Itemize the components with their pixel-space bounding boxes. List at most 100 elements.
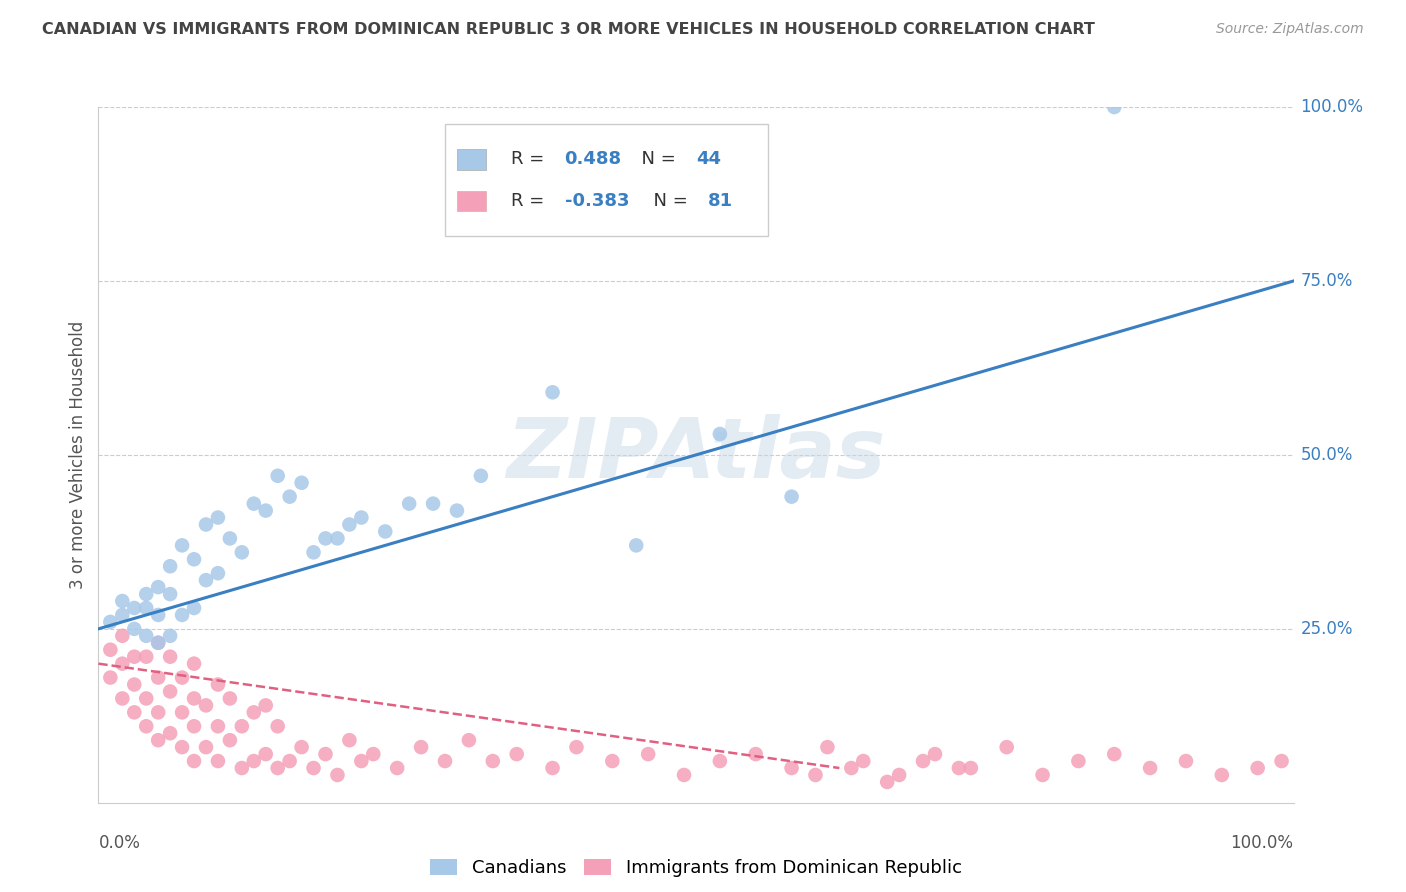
Point xyxy=(231,761,253,775)
Point xyxy=(278,490,301,504)
Point xyxy=(135,719,157,733)
Point xyxy=(302,761,325,775)
FancyBboxPatch shape xyxy=(457,149,485,169)
Point xyxy=(1102,747,1125,761)
Point xyxy=(135,649,157,664)
Point xyxy=(207,719,229,733)
Text: 50.0%: 50.0% xyxy=(1301,446,1353,464)
Point xyxy=(159,684,181,698)
Point xyxy=(98,671,122,685)
Point xyxy=(267,468,290,483)
Point xyxy=(124,601,146,615)
Text: R =: R = xyxy=(510,150,550,169)
Point xyxy=(290,740,312,755)
Point xyxy=(207,510,229,524)
Point xyxy=(124,706,146,720)
Point xyxy=(1032,768,1054,782)
Text: N =: N = xyxy=(643,192,693,210)
Text: 81: 81 xyxy=(709,192,733,210)
Legend: Canadians, Immigrants from Dominican Republic: Canadians, Immigrants from Dominican Rep… xyxy=(423,852,969,884)
Point xyxy=(458,733,481,747)
Point xyxy=(183,552,205,566)
Point xyxy=(411,740,433,755)
Point xyxy=(135,601,157,615)
Point xyxy=(183,657,205,671)
Point xyxy=(194,517,217,532)
Point xyxy=(148,733,170,747)
Text: 44: 44 xyxy=(696,150,721,169)
Point xyxy=(470,468,492,483)
Point xyxy=(337,733,360,747)
Point xyxy=(231,719,253,733)
Point xyxy=(172,607,194,622)
Point xyxy=(194,698,217,713)
Point xyxy=(231,545,253,559)
Point xyxy=(111,594,134,608)
Point xyxy=(506,747,529,761)
Point xyxy=(600,754,623,768)
Point xyxy=(148,671,170,685)
Point xyxy=(243,497,266,511)
Point xyxy=(183,601,205,615)
Text: 0.488: 0.488 xyxy=(565,150,621,169)
Point xyxy=(1246,761,1268,775)
Point xyxy=(135,587,157,601)
Point xyxy=(183,691,205,706)
Point xyxy=(135,691,157,706)
Point xyxy=(924,747,946,761)
Point xyxy=(1067,754,1090,768)
Point xyxy=(780,490,803,504)
Point xyxy=(111,657,134,671)
Point xyxy=(159,559,181,574)
Point xyxy=(159,726,181,740)
Point xyxy=(207,566,229,581)
Point xyxy=(673,768,696,782)
Point xyxy=(326,532,349,546)
Point xyxy=(159,649,181,664)
Y-axis label: 3 or more Vehicles in Household: 3 or more Vehicles in Household xyxy=(69,321,87,589)
Text: Source: ZipAtlas.com: Source: ZipAtlas.com xyxy=(1216,22,1364,37)
Point xyxy=(804,768,827,782)
Point xyxy=(172,671,194,685)
Point xyxy=(111,629,134,643)
Point xyxy=(1102,100,1125,114)
Point xyxy=(98,615,122,629)
Point xyxy=(159,629,181,643)
Point xyxy=(267,719,290,733)
Point xyxy=(624,538,647,552)
Point xyxy=(637,747,659,761)
Point xyxy=(350,754,373,768)
Point xyxy=(1139,761,1161,775)
Point xyxy=(148,706,170,720)
Point xyxy=(254,503,277,517)
Point xyxy=(385,761,409,775)
Point xyxy=(350,510,373,524)
Point xyxy=(267,761,290,775)
Point xyxy=(278,754,301,768)
Point xyxy=(995,740,1018,755)
Point xyxy=(111,607,134,622)
Point xyxy=(481,754,505,768)
Point xyxy=(565,740,588,755)
Text: N =: N = xyxy=(630,150,682,169)
Point xyxy=(1175,754,1198,768)
Point xyxy=(194,573,217,587)
Text: 0.0%: 0.0% xyxy=(98,834,141,852)
Point xyxy=(124,677,146,691)
Point xyxy=(98,642,122,657)
Point xyxy=(1271,754,1294,768)
Text: R =: R = xyxy=(510,192,550,210)
Point xyxy=(446,503,468,517)
Point xyxy=(745,747,768,761)
Point xyxy=(159,587,181,601)
Point xyxy=(243,754,266,768)
Point xyxy=(315,532,337,546)
Point xyxy=(839,761,862,775)
Point xyxy=(172,706,194,720)
Text: ZIPAtlas: ZIPAtlas xyxy=(506,415,886,495)
Point xyxy=(148,580,170,594)
Text: 75.0%: 75.0% xyxy=(1301,272,1353,290)
Point xyxy=(709,427,731,442)
Text: -0.383: -0.383 xyxy=(565,192,628,210)
Point xyxy=(433,754,456,768)
